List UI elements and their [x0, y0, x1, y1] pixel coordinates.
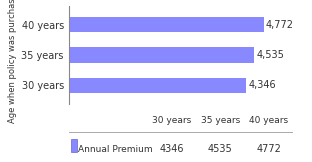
- Bar: [69, 78, 246, 93]
- Text: 4346: 4346: [159, 144, 184, 154]
- Bar: [71, 139, 76, 151]
- Bar: [69, 17, 264, 32]
- Bar: [69, 47, 254, 63]
- Text: 35 years: 35 years: [201, 116, 240, 125]
- Y-axis label: Age when policy was purchased: Age when policy was purchased: [8, 0, 17, 123]
- Text: 4,346: 4,346: [249, 81, 276, 90]
- Text: 30 years: 30 years: [152, 116, 191, 125]
- Text: 4,772: 4,772: [266, 20, 294, 30]
- Text: 4,535: 4,535: [256, 50, 284, 60]
- Text: 4772: 4772: [256, 144, 281, 154]
- Text: Annual Premium: Annual Premium: [78, 145, 152, 154]
- Text: 4535: 4535: [208, 144, 233, 154]
- Text: 40 years: 40 years: [249, 116, 289, 125]
